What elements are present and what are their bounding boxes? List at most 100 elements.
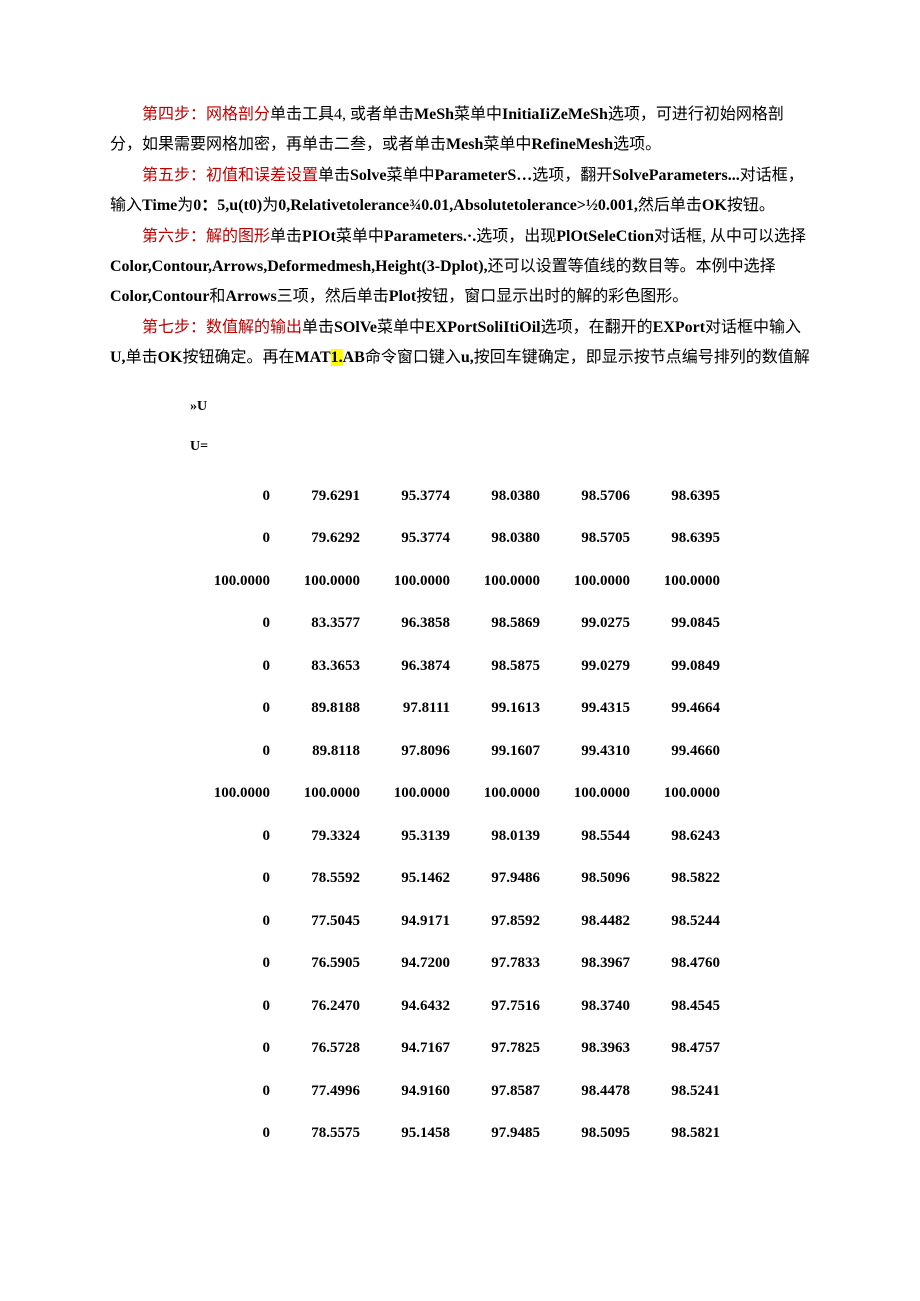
table-cell: 98.4482 (550, 900, 640, 943)
table-cell: 98.3740 (550, 985, 640, 1028)
step5-label: 第五步：初值和误差设置 (142, 167, 318, 184)
table-cell: 98.4757 (640, 1027, 730, 1070)
table-cell: 98.3967 (550, 942, 640, 985)
table-cell: 0 (190, 942, 280, 985)
table-row: 078.557595.145897.948598.509598.5821 (190, 1112, 730, 1155)
table-row: 078.559295.146297.948698.509698.5822 (190, 857, 730, 900)
table-cell: 100.0000 (370, 772, 460, 815)
table-cell: 96.3874 (370, 645, 460, 688)
table-cell: 99.4664 (640, 687, 730, 730)
table-cell: 100.0000 (550, 772, 640, 815)
table-cell: 96.3858 (370, 602, 460, 645)
table-cell: 99.0849 (640, 645, 730, 688)
table-cell: 98.4545 (640, 985, 730, 1028)
table-cell: 99.0845 (640, 602, 730, 645)
step6-label: 第六步：解的图形 (142, 228, 270, 245)
table-cell: 98.5875 (460, 645, 550, 688)
table-cell: 98.5096 (550, 857, 640, 900)
table-row: 100.0000100.0000100.0000100.0000100.0000… (190, 772, 730, 815)
table-row: 089.818897.811199.161399.431599.4664 (190, 687, 730, 730)
table-cell: 76.5905 (280, 942, 370, 985)
table-cell: 97.8592 (460, 900, 550, 943)
table-cell: 98.6243 (640, 815, 730, 858)
table-row: 079.332495.313998.013998.554498.6243 (190, 815, 730, 858)
table-cell: 95.3139 (370, 815, 460, 858)
table-cell: 100.0000 (190, 772, 280, 815)
table-cell: 97.8111 (370, 687, 460, 730)
table-cell: 99.1607 (460, 730, 550, 773)
table-cell: 97.7833 (460, 942, 550, 985)
table-cell: 98.0380 (460, 475, 550, 518)
data-table: 079.629195.377498.038098.570698.6395079.… (190, 475, 730, 1155)
table-row: 089.811897.809699.160799.431099.4660 (190, 730, 730, 773)
table-cell: 94.6432 (370, 985, 460, 1028)
table-cell: 98.5822 (640, 857, 730, 900)
table-row: 083.365396.387498.587599.027999.0849 (190, 645, 730, 688)
table-cell: 100.0000 (550, 560, 640, 603)
table-cell: 83.3577 (280, 602, 370, 645)
table-cell: 97.7825 (460, 1027, 550, 1070)
table-cell: 89.8118 (280, 730, 370, 773)
table-cell: 94.7200 (370, 942, 460, 985)
step5-para: 第五步：初值和误差设置单击Solve菜单中ParameterS…选项，翻开Sol… (110, 161, 810, 222)
table-cell: 99.0275 (550, 602, 640, 645)
table-cell: 0 (190, 985, 280, 1028)
table-cell: 0 (190, 730, 280, 773)
table-cell: 97.9485 (460, 1112, 550, 1155)
table-cell: 79.6291 (280, 475, 370, 518)
table-cell: 98.5869 (460, 602, 550, 645)
table-cell: 94.7167 (370, 1027, 460, 1070)
table-cell: 95.3774 (370, 517, 460, 560)
matlab-word: MAT1.AB (294, 349, 364, 366)
table-cell: 0 (190, 815, 280, 858)
table-cell: 98.5705 (550, 517, 640, 560)
table-cell: 95.1462 (370, 857, 460, 900)
step6-para: 第六步：解的图形单击PIOt菜单中Parameters.·.选项，出现PlOtS… (110, 222, 810, 313)
matlab-prompt: »U (190, 394, 810, 421)
table-cell: 100.0000 (280, 560, 370, 603)
table-cell: 98.5244 (640, 900, 730, 943)
table-cell: 83.3653 (280, 645, 370, 688)
table-cell: 100.0000 (460, 772, 550, 815)
table-cell: 100.0000 (640, 772, 730, 815)
table-row: 077.504594.917197.859298.448298.5244 (190, 900, 730, 943)
table-cell: 98.5241 (640, 1070, 730, 1113)
table-cell: 77.5045 (280, 900, 370, 943)
table-cell: 98.6395 (640, 475, 730, 518)
step7-label: 第七步：数值解的输出 (142, 319, 302, 336)
table-cell: 0 (190, 1112, 280, 1155)
table-cell: 0 (190, 1070, 280, 1113)
table-cell: 100.0000 (640, 560, 730, 603)
table-cell: 79.6292 (280, 517, 370, 560)
table-cell: 0 (190, 857, 280, 900)
table-row: 076.247094.643297.751698.374098.4545 (190, 985, 730, 1028)
table-cell: 0 (190, 900, 280, 943)
table-cell: 0 (190, 687, 280, 730)
table-cell: 100.0000 (280, 772, 370, 815)
table-cell: 76.5728 (280, 1027, 370, 1070)
table-row: 100.0000100.0000100.0000100.0000100.0000… (190, 560, 730, 603)
table-cell: 98.4478 (550, 1070, 640, 1113)
table-cell: 98.3963 (550, 1027, 640, 1070)
table-row: 083.357796.385898.586999.027599.0845 (190, 602, 730, 645)
highlight-text: 1. (331, 349, 343, 366)
table-cell: 77.4996 (280, 1070, 370, 1113)
step4-label: 第四步：网格剖分 (142, 106, 270, 123)
table-cell: 98.5095 (550, 1112, 640, 1155)
table-cell: 89.8188 (280, 687, 370, 730)
table-cell: 95.1458 (370, 1112, 460, 1155)
table-cell: 0 (190, 645, 280, 688)
table-cell: 100.0000 (460, 560, 550, 603)
table-cell: 94.9160 (370, 1070, 460, 1113)
table-cell: 98.5544 (550, 815, 640, 858)
table-cell: 98.5706 (550, 475, 640, 518)
table-cell: 100.0000 (190, 560, 280, 603)
table-row: 076.572894.716797.782598.396398.4757 (190, 1027, 730, 1070)
table-cell: 0 (190, 475, 280, 518)
table-cell: 79.3324 (280, 815, 370, 858)
table-cell: 99.4660 (640, 730, 730, 773)
table-cell: 0 (190, 602, 280, 645)
table-row: 079.629195.377498.038098.570698.6395 (190, 475, 730, 518)
table-cell: 98.0380 (460, 517, 550, 560)
table-cell: 98.6395 (640, 517, 730, 560)
